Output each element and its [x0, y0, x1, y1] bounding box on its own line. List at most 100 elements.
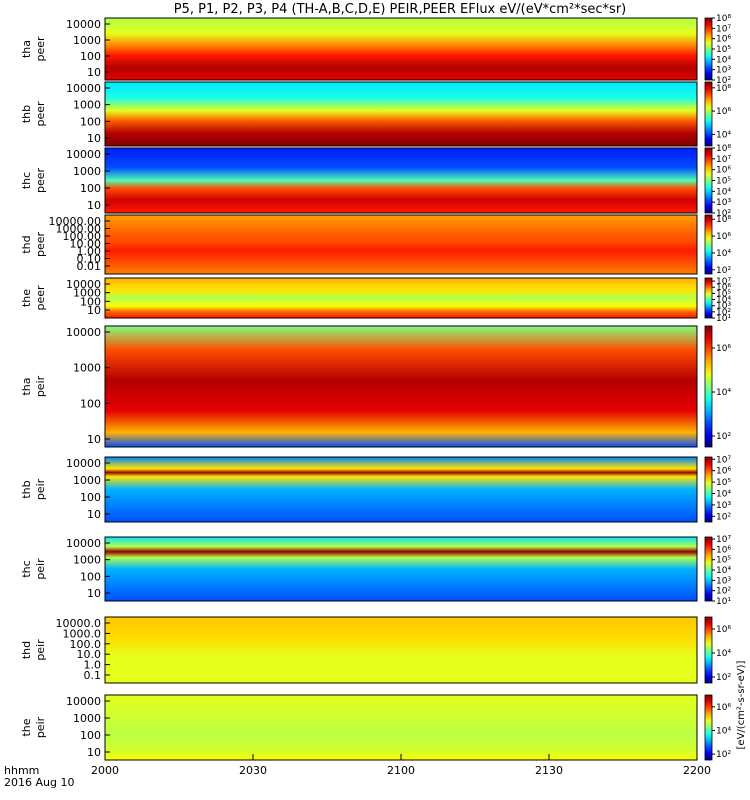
y-tick-label: 10000.0 — [56, 617, 102, 630]
panel-frame — [104, 616, 698, 684]
panel-label-bottom: peir — [34, 639, 47, 661]
colorbar-tick-label: 10⁴ — [716, 489, 731, 499]
y-tick-label: 10.0 — [77, 648, 102, 661]
y-tick-label: 1000 — [73, 287, 101, 300]
colorbar-tick-label: 10⁴ — [716, 249, 731, 259]
panel-frame — [104, 456, 698, 523]
panel-label-bottom: peer — [34, 36, 47, 62]
panel-frame — [104, 214, 698, 275]
colorbar-tick-label: 10⁵ — [716, 45, 731, 55]
x-axis-date: 2016 Aug 10 — [4, 776, 74, 789]
panel-label-bottom: peir — [34, 558, 47, 580]
x-tick-label: 2100 — [387, 764, 415, 777]
panel-label-top: thb — [20, 480, 33, 498]
x-tick-label: 2030 — [239, 764, 267, 777]
spectrogram — [105, 278, 697, 318]
colorbar-tick-label: 10⁶ — [716, 703, 731, 713]
x-tick-label: 2000 — [91, 764, 119, 777]
y-tick-label: 0.01 — [77, 260, 102, 273]
colorbar-tick-label: 10⁴ — [716, 187, 731, 197]
y-tick-label: 100.00 — [63, 230, 102, 243]
y-tick-label: 0.1 — [84, 669, 102, 682]
panel-label-top: tha — [20, 40, 33, 58]
colorbar-tick-label: 10² — [716, 209, 731, 219]
spectrogram — [105, 82, 697, 146]
colorbar-tick-label: 10⁷ — [716, 535, 731, 545]
panel-label-bottom: peer — [34, 232, 47, 258]
colorbar-tick-label: 10⁶ — [716, 107, 731, 117]
panel-label-bottom: peir — [34, 478, 47, 500]
colorbar-tick-label: 10⁴ — [716, 726, 731, 736]
x-axis-label: hhmm — [4, 764, 39, 777]
panel-frame — [104, 17, 698, 81]
colorbar-tick-label: 10⁸ — [716, 144, 731, 154]
y-tick-label: 100 — [80, 729, 101, 742]
panel-frame — [104, 536, 698, 602]
y-tick-label: 10 — [87, 304, 101, 317]
colorbar — [704, 277, 713, 319]
colorbar-tick-label: 10² — [716, 308, 731, 318]
y-tick-label: 0.10 — [77, 253, 102, 266]
panel-frame — [104, 147, 698, 214]
colorbar-tick-label: 10⁴ — [716, 296, 731, 306]
colorbar-tick-label: 10⁷ — [716, 24, 731, 34]
chart-title: P5, P1, P2, P3, P4 (TH-A,B,C,D,E) PEIR,P… — [174, 2, 627, 17]
colorbar-tick-label: 10⁶ — [716, 35, 731, 45]
panel-frame — [104, 277, 698, 319]
colorbar-tick-label: 10⁸ — [716, 14, 731, 24]
panel: 10 100 1000 10000 tha peir 10² 10⁴ 10⁶ — [20, 325, 731, 448]
colorbar — [704, 214, 713, 275]
y-tick-label: 100 — [80, 115, 101, 128]
y-tick-label: 1000.0 — [63, 627, 102, 640]
colorbar-tick-label: 10⁴ — [716, 388, 731, 398]
y-tick-label: 10 — [87, 587, 101, 600]
y-tick-label: 100.0 — [70, 638, 102, 651]
colorbar-tick-label: 10³ — [716, 198, 731, 208]
panel-label-top: thb — [20, 105, 33, 123]
colorbar-tick-label: 10⁶ — [716, 467, 731, 477]
spectrogram — [105, 326, 697, 447]
panel-label-top: thc — [20, 560, 33, 577]
colorbar — [704, 616, 713, 684]
panel-label-bottom: peir — [34, 716, 47, 738]
y-tick-label: 10000 — [66, 18, 101, 31]
colorbar — [704, 81, 713, 147]
colorbar-tick-label: 10⁶ — [716, 545, 731, 555]
colorbar — [704, 325, 713, 448]
colorbar-tick-label: 10⁸ — [716, 84, 731, 94]
y-tick-label: 10 — [87, 66, 101, 79]
colorbar-tick-label: 10⁵ — [716, 289, 731, 299]
colorbar-tick-label: 10² — [716, 587, 731, 597]
colorbar — [704, 456, 713, 523]
spectrogram — [105, 215, 697, 274]
colorbar-tick-label: 10⁶ — [716, 166, 731, 176]
colorbar-tick-label: 10⁶ — [716, 344, 731, 354]
colorbar-tick-label: 10⁴ — [716, 130, 731, 140]
colorbar-tick-label: 10⁴ — [716, 649, 731, 659]
panel-label-bottom: peer — [34, 168, 47, 194]
colorbar-tick-label: 10⁵ — [716, 556, 731, 566]
colorbar-tick-label: 10³ — [716, 66, 731, 76]
panel-label-bottom: peer — [34, 285, 47, 311]
colorbar-tick-label: 10⁶ — [716, 232, 731, 242]
y-tick-label: 10 — [87, 199, 101, 212]
colorbar-tick-label: 10² — [716, 266, 731, 276]
y-tick-label: 10000 — [66, 82, 101, 95]
y-tick-label: 100 — [80, 491, 101, 504]
y-tick-label: 10 — [87, 746, 101, 759]
y-tick-label: 100 — [80, 397, 101, 410]
colorbar-tick-label: 10⁵ — [716, 478, 731, 488]
y-tick-label: 1000.00 — [56, 223, 102, 236]
y-tick-label: 1000 — [73, 712, 101, 725]
panel: 10 100 1000 10000 thc peer 10²10³10⁴10⁵10⁶10⁷1… — [20, 144, 731, 219]
y-tick-label: 1000 — [73, 99, 101, 112]
colorbar-tick-label: 10³ — [716, 302, 731, 312]
y-tick-label: 100 — [80, 570, 101, 583]
y-tick-label: 100 — [80, 182, 101, 195]
panel-frame — [104, 81, 698, 147]
